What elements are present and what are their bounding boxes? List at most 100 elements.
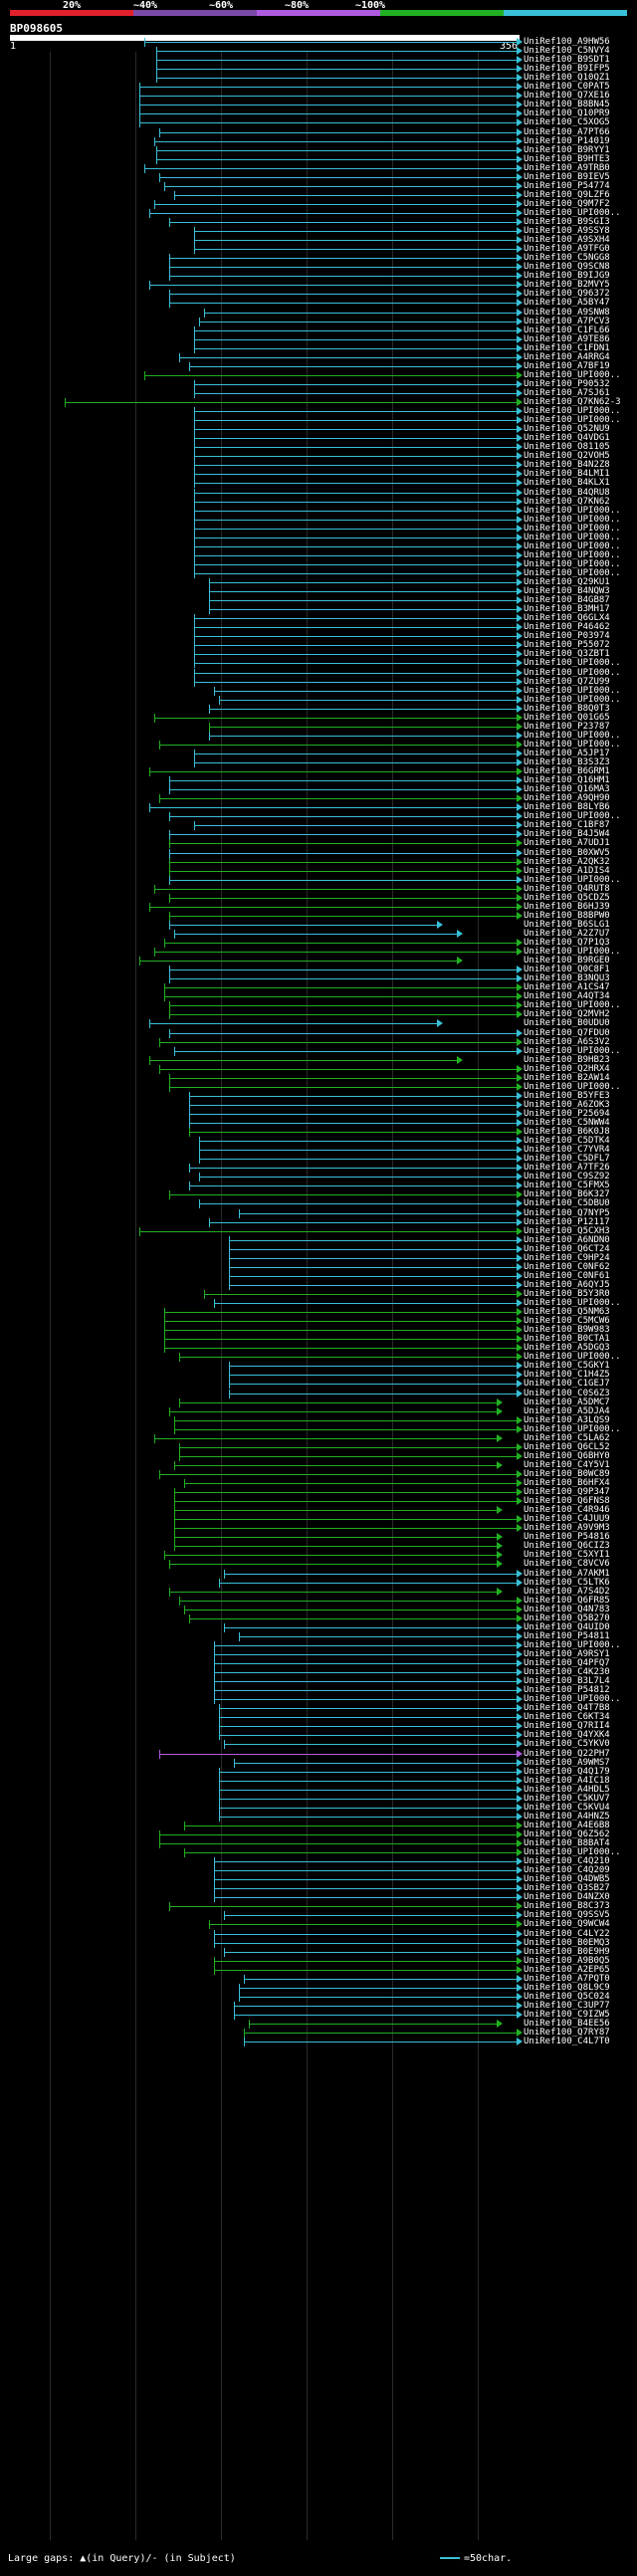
hit-label[interactable]: UniRef100_UPI000.. [524, 567, 621, 578]
hit-label[interactable]: UniRef100_C0S6Z3 [524, 1388, 610, 1398]
hit-row[interactable]: UniRef100_A9QH90 [0, 793, 637, 804]
hit-label[interactable]: UniRef100_Q7XE16 [524, 91, 610, 102]
hit-row[interactable]: UniRef100_C9SZ92 [0, 1172, 637, 1182]
hit-label[interactable]: UniRef100_B8Q0T3 [524, 703, 610, 714]
hit-label[interactable]: UniRef100_Q9SCN8 [524, 262, 610, 273]
hit-row[interactable]: UniRef100_B3NQU3 [0, 973, 637, 984]
hit-label[interactable]: UniRef100_B0E9H9 [524, 1946, 610, 1957]
hit-row[interactable]: UniRef100_P54774 [0, 180, 637, 191]
hit-row[interactable]: UniRef100_C5LA62 [0, 1433, 637, 1443]
hit-label[interactable]: UniRef100_C7YVR4 [524, 1145, 610, 1156]
hit-row[interactable]: UniRef100_A7BF19 [0, 361, 637, 371]
hit-label[interactable]: UniRef100_Q9M7F2 [524, 198, 610, 209]
hit-row[interactable]: UniRef100_UPI000.. [0, 567, 637, 578]
hit-label[interactable]: UniRef100_A6S3V2 [524, 1036, 610, 1047]
hit-label[interactable]: UniRef100_B9HTE3 [524, 153, 610, 164]
hit-label[interactable]: UniRef100_B9IFP5 [524, 64, 610, 75]
hit-row[interactable]: UniRef100_A2EP65 [0, 1965, 637, 1975]
hit-row[interactable]: UniRef100_C4L7T0 [0, 2037, 637, 2047]
hit-row[interactable]: UniRef100_Q10QZ1 [0, 73, 637, 84]
hit-row[interactable]: UniRef100_D4NZX0 [0, 1892, 637, 1903]
hit-label[interactable]: UniRef100_A2Z7U7 [524, 928, 610, 939]
hit-row[interactable]: UniRef100_Q2MVH2 [0, 1009, 637, 1020]
hit-label[interactable]: UniRef100_UPI000.. [524, 415, 621, 426]
hit-label[interactable]: UniRef100_B9IEV5 [524, 171, 610, 182]
hit-row[interactable]: UniRef100_A9SXH4 [0, 235, 637, 246]
hit-row[interactable]: UniRef100_C1FL66 [0, 325, 637, 335]
hit-label[interactable]: UniRef100_Q7RII4 [524, 1721, 610, 1732]
hit-label[interactable]: UniRef100_Q6CT24 [524, 1243, 610, 1254]
hit-row[interactable]: UniRef100_UPI000.. [0, 947, 637, 958]
hit-label[interactable]: UniRef100_A6NDN0 [524, 1234, 610, 1245]
hit-row[interactable]: UniRef100_Q3ZBT1 [0, 649, 637, 660]
hit-row[interactable]: UniRef100_Q9SCN8 [0, 262, 637, 273]
hit-row[interactable]: UniRef100_B6HJ39 [0, 902, 637, 912]
hit-label[interactable]: UniRef100_C4LY22 [524, 1928, 610, 1939]
hit-label[interactable]: UniRef100_P55072 [524, 640, 610, 651]
hit-row[interactable]: UniRef100_UPI000.. [0, 658, 637, 669]
hit-row[interactable]: UniRef100_C4JUU9 [0, 1514, 637, 1525]
hit-label[interactable]: UniRef100_A1CS47 [524, 982, 610, 993]
hit-label[interactable]: UniRef100_P54774 [524, 180, 610, 191]
hit-row[interactable]: UniRef100_Q6BHY0 [0, 1451, 637, 1461]
hit-label[interactable]: UniRef100_A5DMC7 [524, 1396, 610, 1407]
hit-label[interactable]: UniRef100_A9TFG0 [524, 244, 610, 255]
hit-label[interactable]: UniRef100_B2MVY5 [524, 280, 610, 291]
hit-label[interactable]: UniRef100_UPI000.. [524, 523, 621, 534]
hit-row[interactable]: UniRef100_B9IFP5 [0, 64, 637, 75]
hit-row[interactable]: UniRef100_UPI000.. [0, 1081, 637, 1092]
hit-label[interactable]: UniRef100_UPI000.. [524, 1081, 621, 1092]
hit-label[interactable]: UniRef100_C1GEJ7 [524, 1379, 610, 1390]
hit-row[interactable]: UniRef100_A7AKM1 [0, 1569, 637, 1579]
hit-label[interactable]: UniRef100_Q29KU1 [524, 577, 610, 587]
hit-label[interactable]: UniRef100_Q96372 [524, 289, 610, 300]
hit-label[interactable]: UniRef100_A7SJ61 [524, 387, 610, 398]
hit-row[interactable]: UniRef100_Q10PR9 [0, 108, 637, 119]
hit-row[interactable]: UniRef100_UPI000.. [0, 1046, 637, 1056]
hit-label[interactable]: UniRef100_UPI000.. [524, 1694, 621, 1705]
hit-label[interactable]: UniRef100_Q10PR9 [524, 108, 610, 119]
hit-label[interactable]: UniRef100_B9IJG9 [524, 271, 610, 282]
hit-row[interactable]: UniRef100_UPI000.. [0, 1000, 637, 1011]
hit-row[interactable]: UniRef100_B2AW14 [0, 1073, 637, 1083]
hit-label[interactable]: UniRef100_UPI000.. [524, 505, 621, 516]
hit-label[interactable]: UniRef100_UPI000.. [524, 811, 621, 822]
hit-row[interactable]: UniRef100_UPI000.. [0, 515, 637, 525]
hit-row[interactable]: UniRef100_UPI000.. [0, 523, 637, 534]
hit-row[interactable]: UniRef100_C5FMX5 [0, 1181, 637, 1191]
hit-row[interactable]: UniRef100_B4EE56 [0, 2019, 637, 2029]
hit-label[interactable]: UniRef100_Q7KN62 [524, 496, 610, 507]
hit-row[interactable]: UniRef100_A9RSY1 [0, 1649, 637, 1659]
hit-row[interactable]: UniRef100_A7PCV3 [0, 317, 637, 326]
hit-row[interactable]: UniRef100_C6KT34 [0, 1712, 637, 1723]
hit-label[interactable]: UniRef100_UPI000.. [524, 874, 621, 885]
hit-label[interactable]: UniRef100_Q6Z562 [524, 1828, 610, 1839]
hit-row[interactable]: UniRef100_A9TFG0 [0, 244, 637, 255]
hit-row[interactable]: UniRef100_Q4YXK4 [0, 1730, 637, 1741]
hit-row[interactable]: UniRef100_Q7RY87 [0, 2028, 637, 2039]
hit-label[interactable]: UniRef100_Q16MA3 [524, 784, 610, 795]
hit-label[interactable]: UniRef100_C5DFL7 [524, 1154, 610, 1165]
hit-label[interactable]: UniRef100_C9SZ92 [524, 1172, 610, 1182]
hit-row[interactable]: UniRef100_A7PQT0 [0, 1974, 637, 1984]
hit-label[interactable]: UniRef100_C9IZW5 [524, 2009, 610, 2020]
hit-row[interactable]: UniRef100_UPI000.. [0, 740, 637, 750]
hit-row[interactable]: UniRef100_UPI000.. [0, 1694, 637, 1705]
hit-row[interactable]: UniRef100_Q5NM63 [0, 1307, 637, 1318]
hit-row[interactable]: UniRef100_C3UP77 [0, 2001, 637, 2011]
hit-row[interactable]: UniRef100_UPI000.. [0, 731, 637, 741]
hit-label[interactable]: UniRef100_Q6FNS8 [524, 1496, 610, 1507]
hit-row[interactable]: UniRef100_A2Z7U7 [0, 928, 637, 939]
hit-row[interactable]: UniRef100_A9WMS7 [0, 1758, 637, 1768]
hit-label[interactable]: UniRef100_C5NGG8 [524, 253, 610, 264]
hit-label[interactable]: UniRef100_Q7NYP5 [524, 1207, 610, 1218]
hit-row[interactable]: UniRef100_Q6CL52 [0, 1442, 637, 1452]
hit-row[interactable]: UniRef100_Q7KN62-3 [0, 397, 637, 407]
hit-label[interactable]: UniRef100_Q10QZ1 [524, 73, 610, 84]
hit-label[interactable]: UniRef100_P90532 [524, 378, 610, 389]
hit-label[interactable]: UniRef100_Q7P1Q3 [524, 938, 610, 948]
hit-label[interactable]: UniRef100_C5FMX5 [524, 1181, 610, 1191]
hit-row[interactable]: UniRef100_Q7NYP5 [0, 1207, 637, 1218]
hit-label[interactable]: UniRef100_C5MCW6 [524, 1316, 610, 1327]
hit-label[interactable]: UniRef100_B5Y3R0 [524, 1288, 610, 1299]
